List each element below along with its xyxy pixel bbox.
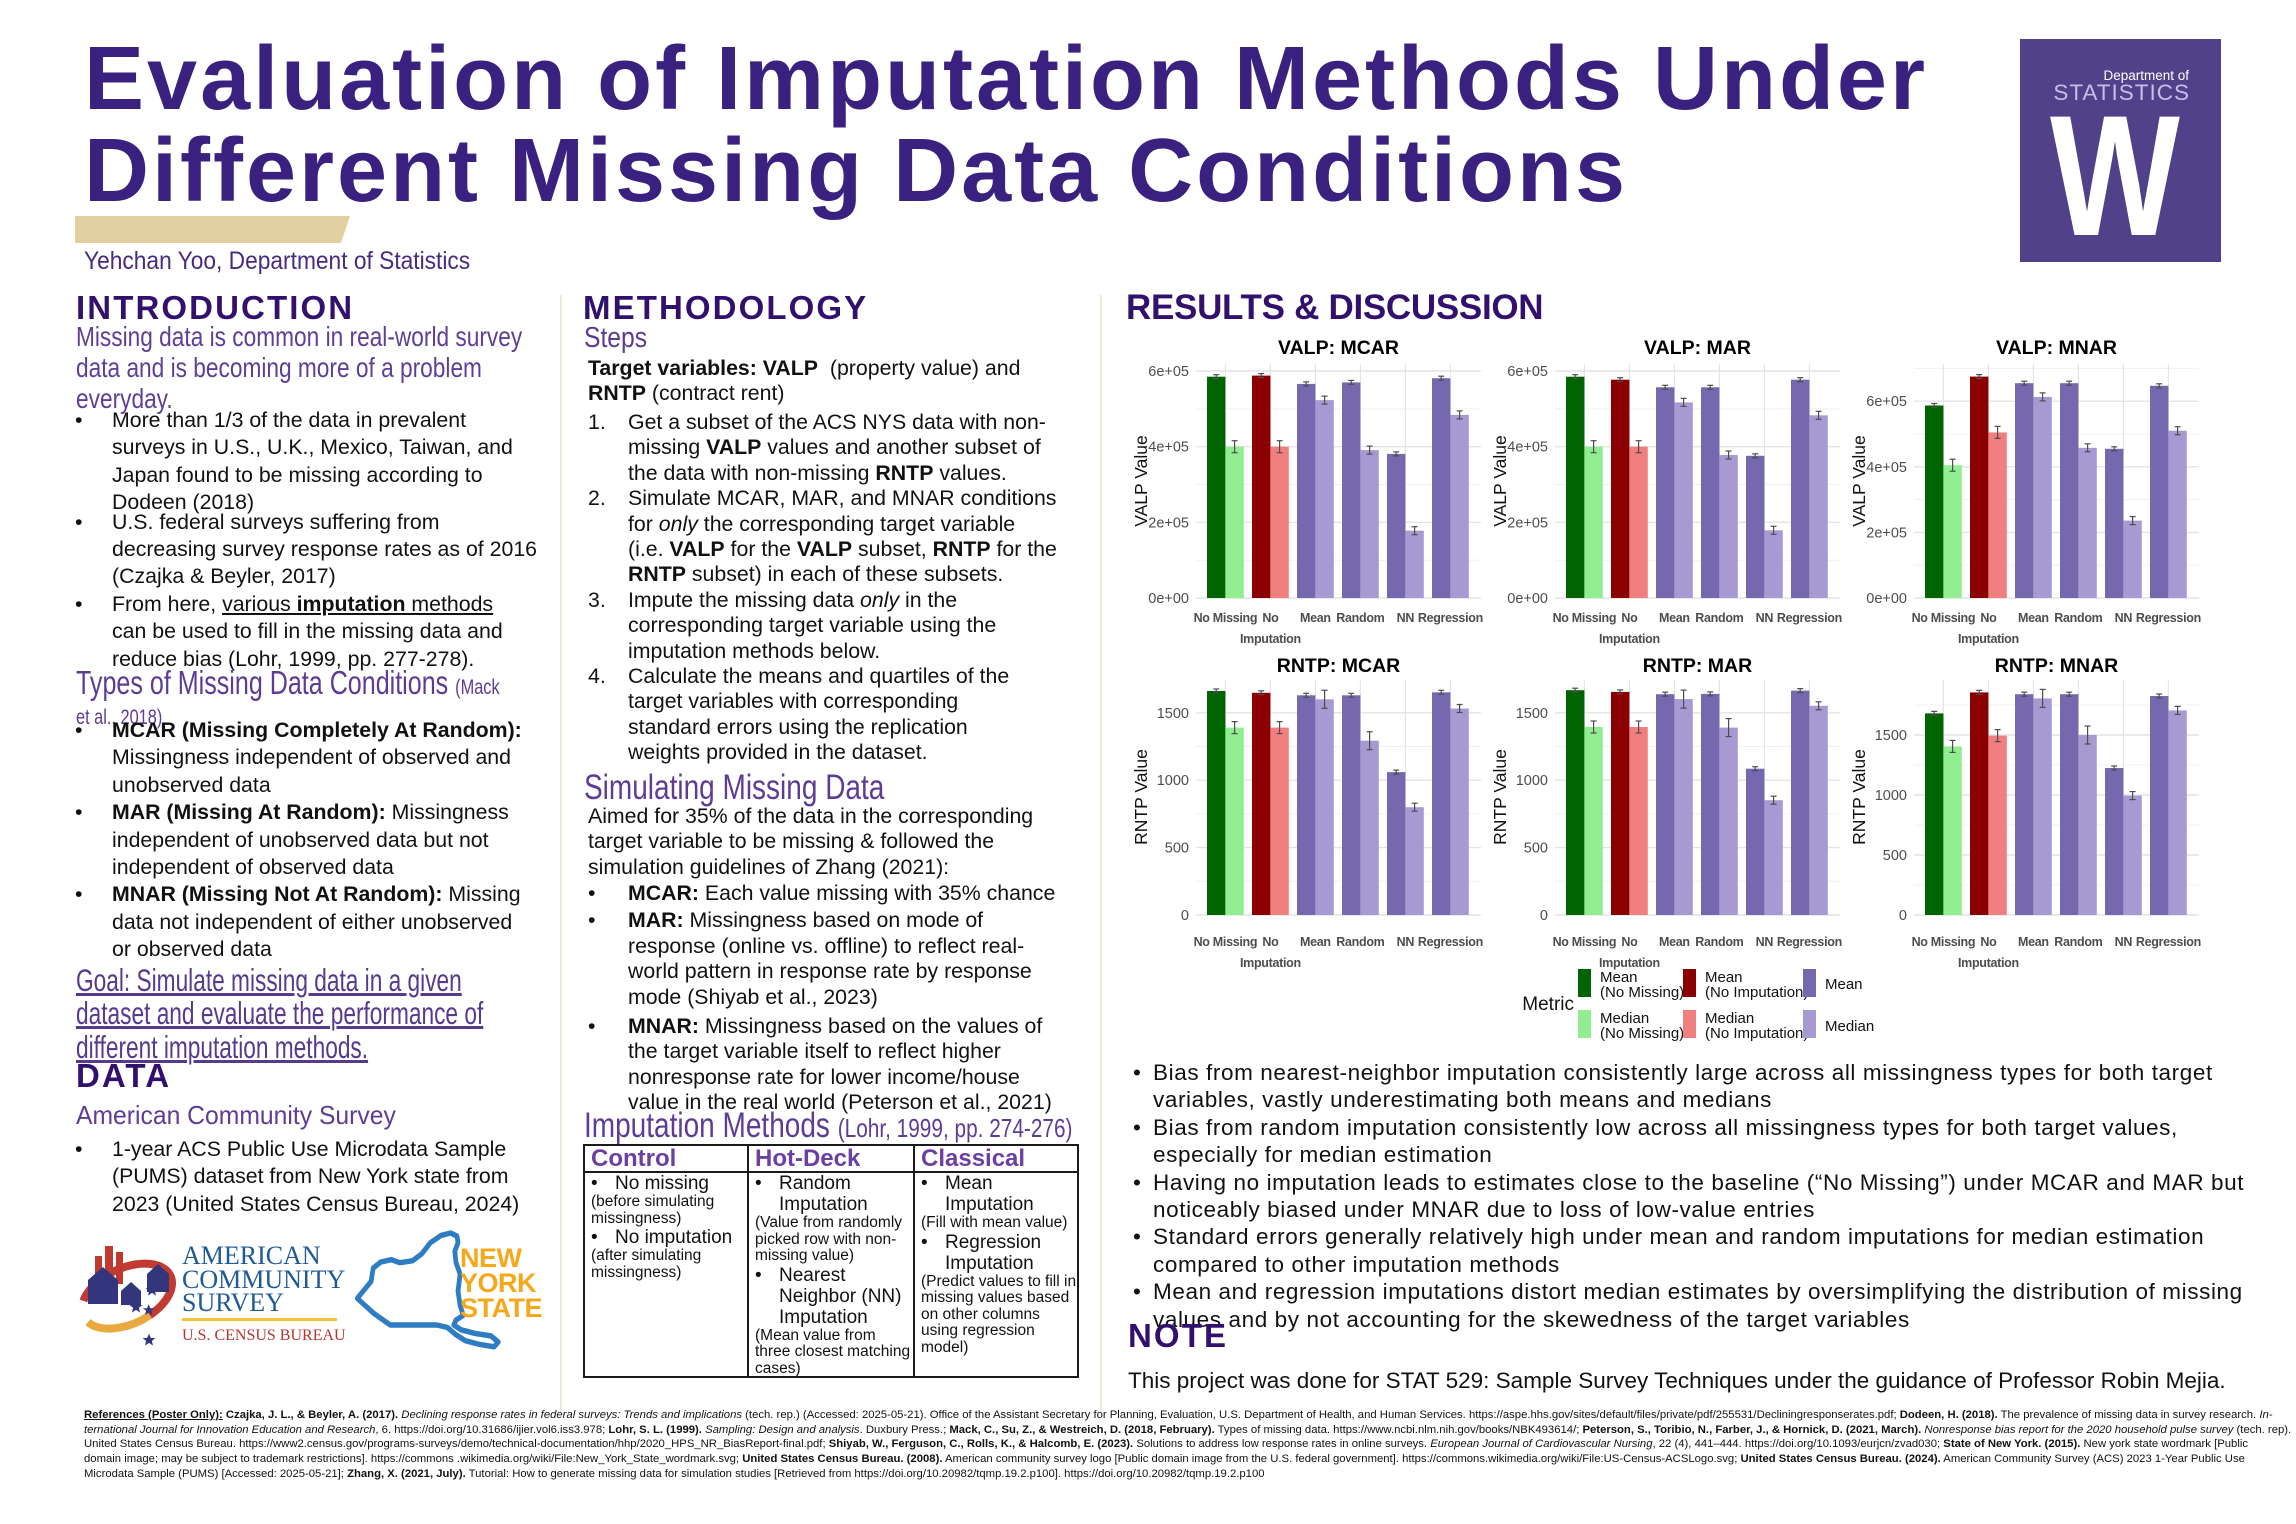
svg-text:Regression: Regression [1418, 935, 1483, 949]
svg-text:No: No [1262, 611, 1279, 625]
svg-text:Mean: Mean [1600, 969, 1638, 986]
svg-text:2e+05: 2e+05 [1507, 515, 1548, 531]
svg-text:VALP Value: VALP Value [1131, 435, 1151, 526]
svg-text:2e+05: 2e+05 [1148, 515, 1189, 531]
svg-text:6e+05: 6e+05 [1866, 394, 1907, 410]
svg-text:0e+00: 0e+00 [1148, 591, 1189, 607]
svg-text:VALP: MCAR: VALP: MCAR [1278, 337, 1399, 359]
svg-text:Random: Random [1336, 611, 1384, 625]
svg-text:500: 500 [1524, 841, 1548, 857]
svg-text:VALP: MAR: VALP: MAR [1644, 337, 1751, 359]
svg-text:Regression: Regression [1777, 611, 1842, 625]
svg-text:No Missing: No Missing [1912, 611, 1976, 625]
svg-text:0: 0 [1899, 908, 1907, 924]
svg-text:U.S. CENSUS BUREAU: U.S. CENSUS BUREAU [182, 1327, 346, 1344]
svg-text:No: No [1262, 935, 1279, 949]
svg-text:No: No [1980, 611, 1997, 625]
svg-text:Regression: Regression [1418, 611, 1483, 625]
svg-text:Mean: Mean [1705, 969, 1743, 986]
svg-text:4e+05: 4e+05 [1866, 460, 1907, 476]
svg-text:Imputation: Imputation [1958, 956, 2019, 970]
svg-text:0e+00: 0e+00 [1866, 591, 1907, 607]
svg-text:No Missing: No Missing [1194, 935, 1258, 949]
svg-text:Mean: Mean [1659, 611, 1690, 625]
svg-text:Mean: Mean [1825, 976, 1863, 993]
svg-text:No Missing: No Missing [1194, 611, 1258, 625]
svg-text:0: 0 [1181, 908, 1189, 924]
svg-text:Regression: Regression [2136, 611, 2201, 625]
svg-text:RNTP Value: RNTP Value [1131, 749, 1151, 845]
svg-text:(No Imputation): (No Imputation) [1705, 1025, 1808, 1042]
svg-text:6e+05: 6e+05 [1507, 364, 1548, 380]
svg-text:VALP Value: VALP Value [1490, 435, 1510, 526]
svg-text:4e+05: 4e+05 [1507, 440, 1548, 456]
svg-text:RNTP Value: RNTP Value [1849, 749, 1869, 845]
svg-text:COMMUNITY: COMMUNITY [182, 1265, 345, 1294]
svg-text:500: 500 [1165, 841, 1189, 857]
svg-text:Mean: Mean [2018, 611, 2049, 625]
svg-text:Random: Random [2054, 935, 2102, 949]
svg-text:Random: Random [2054, 611, 2102, 625]
svg-text:No Missing: No Missing [1553, 935, 1617, 949]
svg-text:1000: 1000 [1157, 773, 1189, 789]
svg-text:(No Imputation): (No Imputation) [1705, 984, 1808, 1001]
svg-text:NN: NN [1397, 935, 1415, 949]
svg-text:6e+05: 6e+05 [1148, 364, 1189, 380]
svg-text:Random: Random [1695, 935, 1743, 949]
svg-text:(No Missing): (No Missing) [1600, 984, 1684, 1001]
svg-text:Mean: Mean [1300, 611, 1331, 625]
svg-text:Imputation: Imputation [1240, 632, 1301, 646]
svg-text:NN: NN [2115, 935, 2133, 949]
svg-text:Median: Median [1825, 1018, 1874, 1035]
svg-text:RNTP: MAR: RNTP: MAR [1643, 655, 1752, 677]
svg-text:SURVEY: SURVEY [182, 1288, 284, 1317]
svg-text:VALP Value: VALP Value [1849, 435, 1869, 526]
svg-text:1500: 1500 [1516, 706, 1548, 722]
svg-text:Imputation: Imputation [1240, 956, 1301, 970]
svg-text:AMERICAN: AMERICAN [182, 1241, 321, 1270]
svg-text:1000: 1000 [1516, 773, 1548, 789]
svg-text:Mean: Mean [1659, 935, 1690, 949]
svg-text:Imputation: Imputation [1599, 956, 1660, 970]
svg-text:4e+05: 4e+05 [1148, 440, 1189, 456]
svg-text:Imputation: Imputation [1958, 632, 2019, 646]
svg-text:No Missing: No Missing [1912, 935, 1976, 949]
svg-text:Random: Random [1336, 935, 1384, 949]
svg-text:No Missing: No Missing [1553, 611, 1617, 625]
svg-text:Mean: Mean [1300, 935, 1331, 949]
svg-text:No: No [1980, 935, 1997, 949]
svg-text:YORK: YORK [460, 1268, 537, 1298]
svg-text:NN: NN [1756, 611, 1774, 625]
svg-text:Metric: Metric [1522, 994, 1574, 1015]
svg-text:VALP: MNAR: VALP: MNAR [1996, 337, 2117, 359]
svg-text:NN: NN [1397, 611, 1415, 625]
svg-text:No: No [1621, 935, 1638, 949]
svg-text:RNTP Value: RNTP Value [1490, 749, 1510, 845]
svg-text:1500: 1500 [1875, 728, 1907, 744]
svg-text:0e+00: 0e+00 [1507, 591, 1548, 607]
svg-text:(No Missing): (No Missing) [1600, 1025, 1684, 1042]
svg-text:Mean: Mean [2018, 935, 2049, 949]
svg-text:NN: NN [2115, 611, 2133, 625]
svg-text:0: 0 [1540, 908, 1548, 924]
svg-text:NN: NN [1756, 935, 1774, 949]
svg-text:No: No [1621, 611, 1638, 625]
svg-text:1000: 1000 [1875, 788, 1907, 804]
svg-text:NEW: NEW [460, 1243, 523, 1273]
svg-text:Median: Median [1600, 1010, 1649, 1027]
svg-text:Imputation: Imputation [1599, 632, 1660, 646]
svg-text:500: 500 [1883, 848, 1907, 864]
svg-text:Regression: Regression [1777, 935, 1842, 949]
svg-text:RNTP: MCAR: RNTP: MCAR [1277, 655, 1400, 677]
svg-text:Median: Median [1705, 1010, 1754, 1027]
svg-text:STATE: STATE [460, 1293, 542, 1323]
svg-text:Random: Random [1695, 611, 1743, 625]
svg-text:2e+05: 2e+05 [1866, 525, 1907, 541]
svg-text:1500: 1500 [1157, 706, 1189, 722]
svg-text:Regression: Regression [2136, 935, 2201, 949]
svg-text:RNTP: MNAR: RNTP: MNAR [1995, 655, 2118, 677]
